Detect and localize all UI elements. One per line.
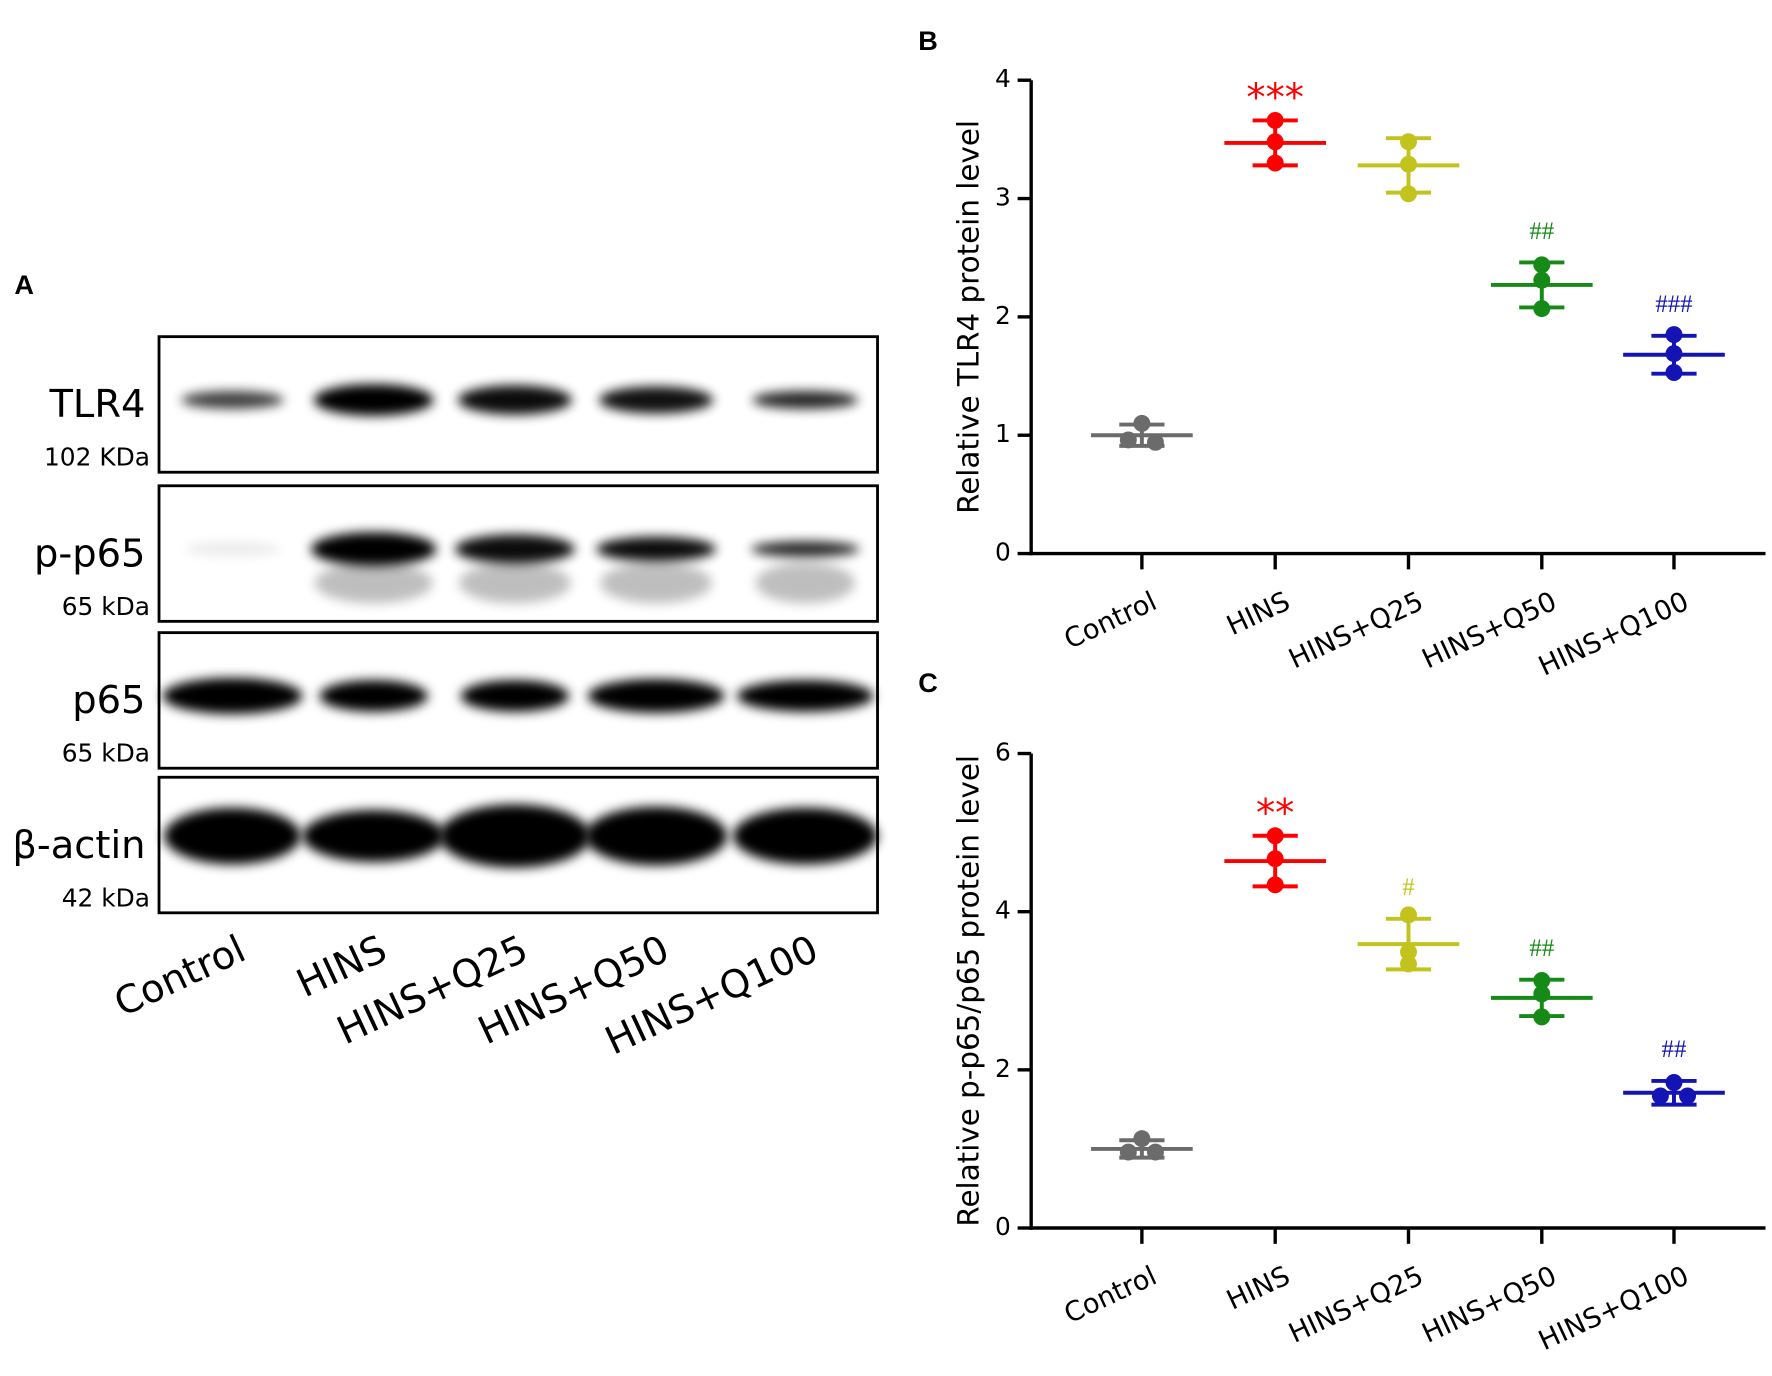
data-point — [1679, 1087, 1697, 1105]
data-point — [1119, 1143, 1137, 1161]
group-marks — [1490, 256, 1593, 318]
lane-label: Control — [108, 927, 253, 1026]
blot-band — [313, 384, 434, 416]
panel-label: C — [918, 667, 938, 698]
panel-label: A — [14, 269, 34, 300]
y-tick-label: 6 — [995, 738, 1011, 767]
panel-label: B — [918, 25, 938, 56]
group-marks — [1357, 906, 1460, 973]
significance-mark: ## — [1529, 218, 1554, 245]
data-point — [1400, 185, 1417, 203]
y-tick-label: 2 — [995, 1054, 1011, 1083]
blot-band — [599, 386, 714, 414]
blot-smear — [600, 562, 713, 604]
data-point — [1146, 433, 1164, 451]
y-tick-label: 3 — [995, 183, 1011, 212]
blot-smear — [458, 562, 571, 604]
blot-smear — [314, 562, 433, 604]
group-marks — [1224, 111, 1327, 172]
blot-band — [750, 541, 860, 557]
significance-mark: ### — [1655, 291, 1692, 318]
blot-band — [752, 390, 859, 409]
y-axis-label: Relative p-p65/p65 protein level — [952, 755, 986, 1227]
protein-size: 42 kDa — [62, 883, 150, 912]
significance-mark: # — [1402, 874, 1414, 901]
x-tick-label: HINS+Q100 — [1534, 1261, 1694, 1357]
blot-band — [310, 532, 437, 566]
data-point — [1665, 326, 1683, 344]
blot-band — [455, 534, 575, 564]
data-point — [1266, 827, 1284, 845]
data-point — [1533, 300, 1551, 318]
group-marks — [1623, 1074, 1725, 1107]
y-axis-label: Relative TLR4 protein level — [952, 120, 986, 514]
blot-band — [732, 807, 878, 865]
data-point — [1400, 906, 1417, 924]
data-point — [1533, 256, 1551, 274]
data-point — [1266, 850, 1284, 868]
y-tick-label: 2 — [995, 301, 1011, 330]
x-tick-label: HINS+Q25 — [1284, 1261, 1428, 1350]
data-point — [1651, 1087, 1669, 1105]
y-tick-label: 4 — [995, 64, 1011, 93]
blot-band — [587, 678, 725, 713]
y-tick-label: 0 — [995, 1212, 1011, 1241]
blot-band — [302, 810, 445, 862]
x-tick-label: Control — [1060, 586, 1162, 656]
y-tick-label: 4 — [995, 896, 1011, 925]
group-marks — [1091, 414, 1193, 451]
y-tick-label: 1 — [995, 419, 1011, 448]
group-marks — [1490, 972, 1593, 1026]
blot-band — [162, 677, 303, 714]
protein-size: 65 kDa — [62, 739, 150, 768]
blot-band — [439, 804, 591, 868]
data-point — [1266, 876, 1284, 894]
blot-band — [164, 807, 301, 865]
blot-band — [183, 542, 282, 556]
blot-band — [460, 680, 570, 712]
protein-size: 102 KDa — [44, 443, 150, 472]
significance-mark: *** — [1246, 76, 1304, 121]
protein-name: p65 — [72, 678, 145, 723]
blot-band — [457, 385, 572, 415]
protein-name: p-p65 — [34, 531, 146, 576]
protein-name: β-actin — [12, 823, 145, 868]
group-marks — [1224, 827, 1327, 894]
data-point — [1533, 972, 1551, 989]
data-point — [1133, 414, 1151, 432]
data-point — [1400, 943, 1417, 961]
group-marks — [1091, 1130, 1193, 1161]
protein-name: TLR4 — [48, 382, 145, 427]
x-tick-label: HINS — [1222, 1261, 1295, 1317]
significance-mark: ** — [1256, 791, 1294, 836]
data-point — [1533, 1008, 1551, 1026]
data-point — [1146, 1143, 1164, 1161]
significance-mark: ## — [1662, 1036, 1687, 1063]
x-tick-label: HINS — [1222, 586, 1295, 642]
blot-smear — [755, 562, 855, 604]
group-marks — [1357, 133, 1460, 203]
protein-size: 65 kDa — [62, 592, 150, 621]
y-tick-label: 0 — [995, 538, 1011, 567]
data-point — [1665, 364, 1683, 381]
x-tick-label: Control — [1060, 1261, 1162, 1331]
data-point — [1400, 955, 1417, 973]
blot-band — [736, 680, 874, 712]
x-tick-label: HINS+Q25 — [1284, 586, 1428, 675]
data-point — [1665, 1074, 1683, 1091]
significance-mark: ## — [1529, 935, 1554, 962]
blot-band — [181, 390, 284, 409]
blot-band — [319, 680, 428, 712]
data-point — [1266, 111, 1284, 129]
data-point — [1400, 133, 1417, 151]
group-marks — [1623, 326, 1725, 381]
x-tick-label: HINS+Q100 — [1534, 586, 1694, 682]
data-point — [1266, 154, 1284, 172]
data-point — [1133, 1130, 1151, 1148]
blot-band — [584, 806, 728, 866]
blot-band — [596, 536, 716, 562]
